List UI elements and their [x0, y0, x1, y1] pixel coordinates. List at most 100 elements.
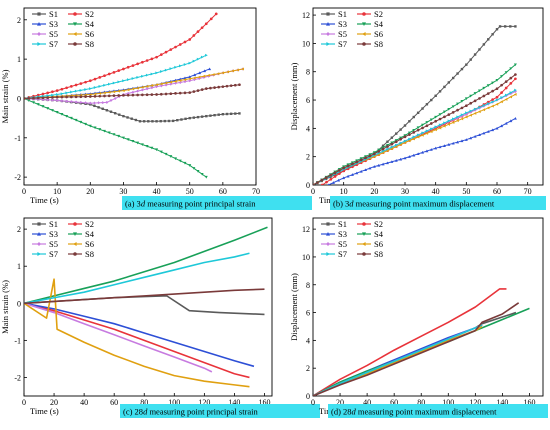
series-point-s1 [196, 115, 200, 119]
legend-marker-s4 [73, 22, 77, 26]
series-point-s6 [207, 73, 210, 77]
series-point-s5 [131, 90, 135, 94]
series-point-s1 [495, 28, 499, 31]
series-point-s3 [509, 119, 513, 123]
series-point-s8 [238, 83, 241, 87]
series-point-s7 [500, 96, 504, 100]
series-point-s8 [346, 164, 350, 168]
series-point-s3 [346, 174, 350, 178]
series-point-s4 [41, 105, 45, 108]
series-point-s8 [403, 135, 407, 139]
series-point-s1 [234, 112, 237, 115]
series-point-s2 [117, 69, 121, 73]
series-point-s1 [425, 103, 429, 106]
series-point-s8 [421, 126, 424, 130]
series-point-s2 [155, 55, 158, 59]
series-point-s3 [394, 159, 398, 162]
series-point-s8 [93, 94, 97, 98]
series-point-s2 [46, 91, 50, 95]
series-point-s7 [51, 93, 54, 97]
series-point-s7 [183, 62, 187, 66]
series-point-s7 [425, 129, 429, 133]
series-point-s6 [159, 82, 163, 86]
legend-label-s6: S6 [85, 239, 94, 249]
series-point-s2 [159, 53, 163, 56]
series-point-s3 [399, 157, 403, 161]
legend-marker-s4 [73, 232, 77, 236]
series-point-s4 [93, 126, 97, 130]
series-point-s4 [136, 141, 140, 145]
series-point-s2 [338, 172, 341, 176]
series-point-s2 [164, 50, 168, 54]
series-point-s8 [473, 99, 477, 103]
series-point-s3 [377, 163, 381, 167]
series-point-s7 [505, 93, 508, 97]
series-point-s7 [74, 89, 78, 93]
series-point-s2 [126, 65, 130, 69]
legend-marker-s7 [37, 252, 41, 256]
series-point-s1 [213, 113, 216, 117]
series-point-s3 [460, 139, 464, 143]
series-point-s2 [491, 98, 494, 101]
series-point-s5 [46, 98, 50, 102]
series-point-s3 [372, 165, 376, 168]
series-point-s5 [65, 99, 69, 103]
series-point-s3 [327, 183, 330, 185]
series-point-s7 [98, 84, 102, 88]
x-tick-label: 50 [462, 187, 470, 196]
series-line-s2 [313, 288, 507, 396]
series-point-s8 [55, 95, 59, 99]
series-point-s7 [509, 91, 513, 95]
series-point-s2 [41, 92, 45, 96]
series-point-s1 [122, 114, 125, 118]
legend-label-s8: S8 [374, 39, 383, 49]
series-point-s6 [192, 76, 196, 80]
series-point-s4 [98, 128, 102, 131]
series-point-s1 [217, 113, 220, 116]
legend-marker-s6 [73, 32, 77, 36]
legend-label-s2: S2 [374, 219, 383, 229]
series-point-s1 [221, 113, 225, 116]
series-point-s8 [225, 84, 229, 88]
series-point-s2 [192, 34, 196, 37]
series-point-s7 [390, 145, 394, 149]
legend-marker-s3 [37, 22, 41, 26]
series-point-s2 [93, 77, 97, 81]
x-tick-label: 120 [198, 398, 210, 407]
series-point-s2 [174, 45, 177, 49]
series-point-s6 [447, 122, 451, 126]
plot-frame [312, 7, 544, 186]
series-point-s8 [122, 93, 125, 97]
legend-label-s3: S3 [49, 19, 58, 29]
legend-marker-s6 [362, 242, 366, 246]
series-point-s4 [84, 122, 88, 126]
series-line-s8 [24, 288, 265, 305]
series-point-s6 [381, 151, 385, 155]
series-point-s1 [113, 112, 117, 115]
series-point-s2 [325, 180, 328, 184]
y-tick-label: 1 [17, 262, 21, 271]
series-point-s1 [180, 118, 183, 121]
caption: (c) 28d measuring point principal strain [123, 407, 259, 417]
series-point-s2 [204, 22, 208, 26]
series-point-s7 [112, 81, 116, 85]
series-point-s2 [55, 89, 59, 92]
series-point-s2 [500, 91, 503, 94]
y-tick-label: 2 [306, 364, 310, 373]
series-point-s1 [408, 120, 411, 123]
series-point-s1 [386, 140, 389, 143]
series-point-s3 [482, 131, 486, 135]
legend-marker-s5 [37, 242, 41, 246]
series-point-s7 [395, 143, 398, 147]
series-point-s4 [150, 146, 154, 150]
series-point-s2 [188, 38, 192, 41]
series-point-s2 [88, 79, 92, 83]
series-point-s1 [381, 144, 385, 147]
series-point-s7 [60, 92, 64, 96]
x-tick-label: 60 [219, 187, 227, 196]
series-point-s6 [131, 87, 135, 91]
caption-background [122, 196, 312, 210]
caption-italic: d [141, 199, 146, 209]
series-point-s1 [138, 120, 142, 123]
series-point-s7 [196, 57, 200, 61]
